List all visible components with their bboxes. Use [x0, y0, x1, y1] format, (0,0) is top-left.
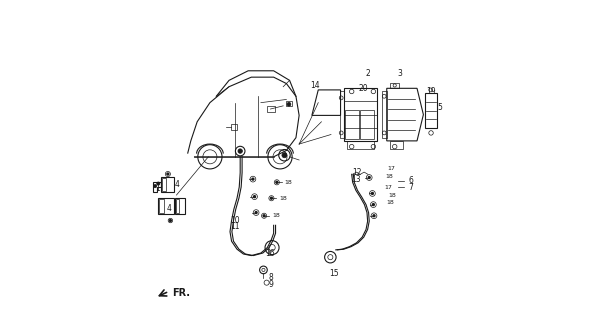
Bar	[158, 197, 174, 214]
Circle shape	[371, 193, 373, 195]
Text: 18: 18	[279, 196, 287, 201]
Text: 2: 2	[365, 69, 370, 78]
Text: 3: 3	[397, 69, 402, 78]
Circle shape	[238, 149, 243, 153]
Bar	[344, 88, 377, 141]
Circle shape	[156, 182, 160, 185]
Circle shape	[169, 220, 171, 221]
Bar	[159, 198, 164, 213]
Text: 4: 4	[175, 180, 180, 189]
Bar	[176, 198, 179, 213]
Text: 11: 11	[231, 222, 240, 231]
Text: 17: 17	[384, 185, 392, 189]
Bar	[347, 141, 374, 149]
Bar	[161, 177, 174, 192]
Text: 5: 5	[437, 103, 442, 112]
Circle shape	[282, 153, 287, 158]
Bar	[267, 107, 275, 112]
Text: 1: 1	[155, 184, 160, 193]
Bar	[390, 141, 403, 149]
Bar	[382, 92, 387, 138]
Circle shape	[167, 173, 169, 175]
Text: 8: 8	[268, 273, 273, 282]
Text: 18: 18	[389, 193, 396, 197]
Circle shape	[263, 215, 265, 217]
Text: 18: 18	[285, 180, 293, 185]
Bar	[287, 101, 292, 106]
Bar	[425, 93, 437, 128]
Text: 6: 6	[408, 176, 413, 185]
Text: 10: 10	[230, 216, 240, 225]
Text: 14: 14	[310, 81, 320, 90]
Circle shape	[368, 177, 370, 179]
Text: 20: 20	[358, 84, 368, 93]
Circle shape	[252, 178, 254, 180]
Text: 18: 18	[385, 174, 393, 179]
Text: 9: 9	[268, 280, 273, 289]
Text: 7: 7	[408, 183, 413, 192]
Bar	[360, 110, 374, 139]
Circle shape	[373, 215, 375, 217]
Circle shape	[271, 197, 273, 199]
Text: 15: 15	[329, 268, 339, 278]
Bar	[230, 124, 237, 130]
Text: FR.: FR.	[172, 288, 190, 298]
Bar	[390, 83, 400, 88]
Text: 4: 4	[167, 204, 172, 213]
Text: 18: 18	[272, 213, 280, 218]
Circle shape	[153, 185, 156, 188]
Circle shape	[276, 181, 278, 183]
Text: 18: 18	[387, 200, 395, 204]
Circle shape	[287, 102, 291, 106]
Text: 19: 19	[426, 87, 436, 96]
Circle shape	[254, 196, 255, 197]
Circle shape	[255, 212, 257, 213]
Bar	[345, 110, 359, 139]
Text: 12: 12	[352, 168, 361, 177]
Bar	[163, 178, 166, 191]
Text: 16: 16	[266, 250, 276, 259]
Bar	[175, 197, 185, 214]
Text: 13: 13	[352, 175, 361, 184]
Circle shape	[373, 204, 375, 205]
Text: 17: 17	[388, 166, 395, 172]
Bar	[340, 92, 344, 138]
